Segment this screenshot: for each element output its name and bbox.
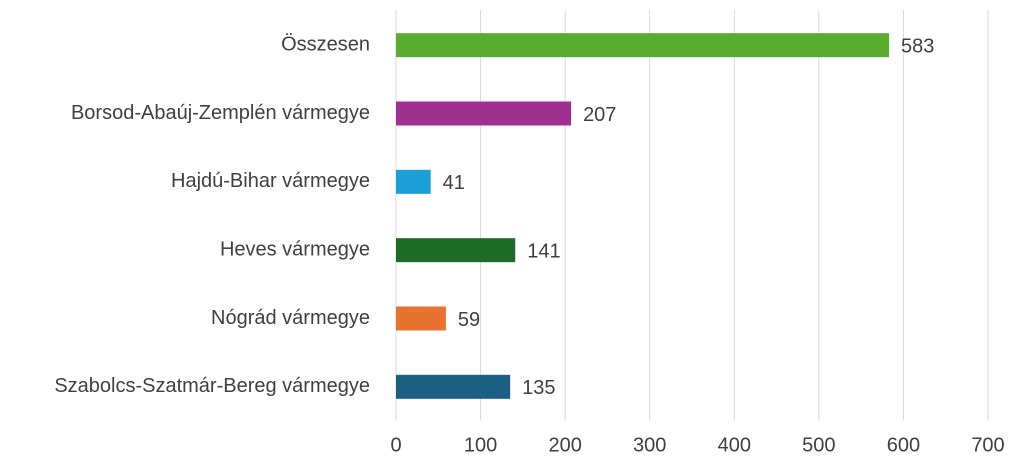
x-tick-label: 500 — [802, 434, 835, 456]
bar — [396, 101, 572, 126]
value-label: 135 — [522, 377, 555, 399]
bar — [396, 169, 431, 194]
y-tick-label: Összesen — [281, 33, 370, 55]
y-tick-label: Borsod-Abaúj-Zemplén vármegye — [71, 102, 370, 124]
bar — [396, 33, 890, 58]
x-tick-label: 400 — [718, 434, 751, 456]
x-tick-label: 100 — [464, 434, 497, 456]
y-tick-label: Heves vármegye — [220, 238, 370, 260]
x-tick-label: 300 — [633, 434, 666, 456]
y-tick-label: Szabolcs-Szatmár-Bereg vármegye — [54, 375, 370, 397]
bar — [396, 374, 511, 399]
y-tick-label: Nógrád vármegye — [211, 307, 370, 329]
x-tick-label: 0 — [390, 434, 401, 456]
value-label: 41 — [443, 172, 465, 194]
value-label: 583 — [901, 35, 934, 57]
x-tick-label: 600 — [887, 434, 920, 456]
x-tick-label: 700 — [971, 434, 1004, 456]
bar — [396, 306, 446, 331]
y-tick-label: Hajdú-Bihar vármegye — [171, 170, 370, 192]
value-label: 141 — [527, 240, 560, 262]
bar — [396, 238, 516, 263]
value-label: 59 — [458, 309, 480, 331]
x-tick-label: 200 — [548, 434, 581, 456]
value-label: 207 — [583, 104, 616, 126]
